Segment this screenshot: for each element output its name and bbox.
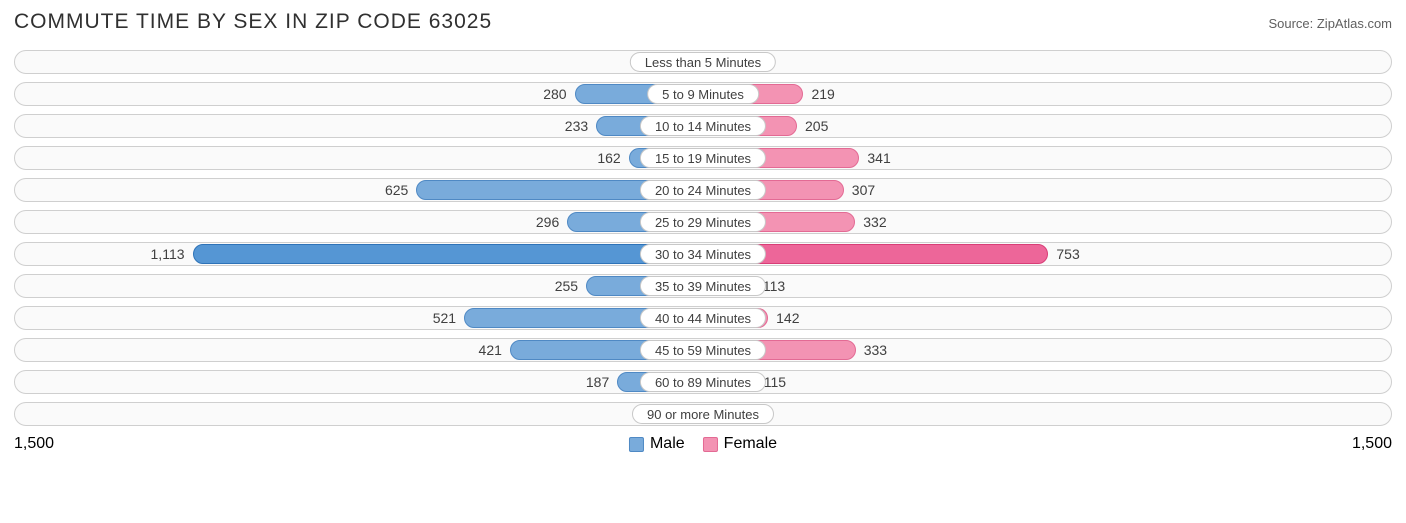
category-label: 90 or more Minutes xyxy=(632,404,774,424)
male-value: 187 xyxy=(586,371,617,393)
legend-item-male: Male xyxy=(629,435,685,453)
category-label: 25 to 29 Minutes xyxy=(640,212,766,232)
chart-title: COMMUTE TIME BY SEX IN ZIP CODE 63025 xyxy=(14,10,492,34)
bar-row: 41090 or more Minutes xyxy=(14,402,1392,426)
category-label: 20 to 24 Minutes xyxy=(640,180,766,200)
male-value: 233 xyxy=(565,115,596,137)
category-label: 30 to 34 Minutes xyxy=(640,244,766,264)
male-value: 625 xyxy=(385,179,416,201)
category-label: 35 to 39 Minutes xyxy=(640,276,766,296)
female-value: 142 xyxy=(768,307,799,329)
bar-row: 1,113 753 30 to 34 Minutes xyxy=(14,242,1392,266)
male-value: 162 xyxy=(597,147,628,169)
category-label: 40 to 44 Minutes xyxy=(640,308,766,328)
category-label: 60 to 89 Minutes xyxy=(640,372,766,392)
female-value: 219 xyxy=(803,83,834,105)
legend-item-female: Female xyxy=(703,435,777,453)
female-value: 332 xyxy=(855,211,886,233)
axis-max-left: 1,500 xyxy=(14,435,54,453)
female-value: 307 xyxy=(844,179,875,201)
male-value: 421 xyxy=(479,339,510,361)
female-value: 753 xyxy=(1048,243,1079,265)
female-swatch-icon xyxy=(703,437,718,452)
male-value: 1,113 xyxy=(151,243,193,265)
bar-row: 296 332 25 to 29 Minutes xyxy=(14,210,1392,234)
female-value: 333 xyxy=(856,339,887,361)
male-bar xyxy=(193,244,703,264)
bar-row: 162 341 15 to 19 Minutes xyxy=(14,146,1392,170)
chart-footer: 1,500 Male Female 1,500 xyxy=(14,434,1392,454)
legend-label-female: Female xyxy=(724,435,777,453)
category-label: 45 to 59 Minutes xyxy=(640,340,766,360)
male-value: 521 xyxy=(433,307,464,329)
bar-row: 521 14240 to 44 Minutes xyxy=(14,306,1392,330)
male-swatch-icon xyxy=(629,437,644,452)
bar-row: 233 205 10 to 14 Minutes xyxy=(14,114,1392,138)
male-value: 296 xyxy=(536,211,567,233)
female-value: 205 xyxy=(797,115,828,137)
bar-row: 421 333 45 to 59 Minutes xyxy=(14,338,1392,362)
legend: Male Female xyxy=(629,435,777,453)
source-attribution: Source: ZipAtlas.com xyxy=(1268,16,1392,31)
bar-row: 280 219 5 to 9 Minutes xyxy=(14,82,1392,106)
female-value: 341 xyxy=(859,147,890,169)
bar-row: 18711560 to 89 Minutes xyxy=(14,370,1392,394)
category-label: 5 to 9 Minutes xyxy=(647,84,759,104)
axis-max-right: 1,500 xyxy=(1352,435,1392,453)
header: COMMUTE TIME BY SEX IN ZIP CODE 63025 So… xyxy=(14,10,1392,34)
category-label: 10 to 14 Minutes xyxy=(640,116,766,136)
category-label: 15 to 19 Minutes xyxy=(640,148,766,168)
male-value: 280 xyxy=(543,83,574,105)
bar-row: 4062Less than 5 Minutes xyxy=(14,50,1392,74)
bar-row: 25511335 to 39 Minutes xyxy=(14,274,1392,298)
diverging-bar-chart: 4062Less than 5 Minutes 280 219 5 to 9 Minu… xyxy=(14,50,1392,426)
category-label: Less than 5 Minutes xyxy=(630,52,776,72)
male-value: 255 xyxy=(555,275,586,297)
bar-row: 625 307 20 to 24 Minutes xyxy=(14,178,1392,202)
legend-label-male: Male xyxy=(650,435,685,453)
